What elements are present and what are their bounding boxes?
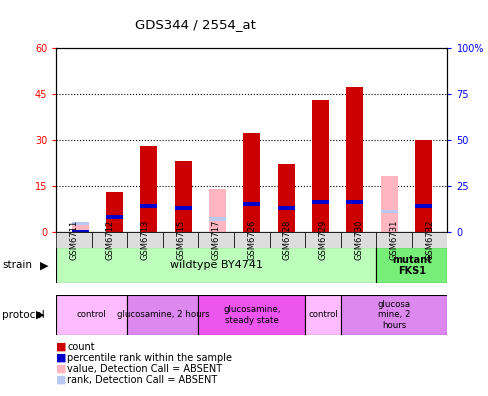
Text: glucosamine, 2 hours: glucosamine, 2 hours	[116, 310, 209, 319]
Bar	[106, 215, 123, 219]
Text: ▶: ▶	[36, 310, 44, 320]
Bar	[72, 221, 89, 225]
Text: ■: ■	[56, 375, 66, 385]
Text: GSM6732: GSM6732	[424, 219, 433, 260]
Text: GSM6729: GSM6729	[318, 219, 327, 260]
Text: GSM6712: GSM6712	[105, 219, 114, 260]
Text: GSM6726: GSM6726	[247, 219, 256, 260]
Text: GSM6731: GSM6731	[389, 219, 398, 260]
Text: GSM6730: GSM6730	[353, 219, 362, 260]
Text: percentile rank within the sample: percentile rank within the sample	[67, 352, 232, 363]
Text: value, Detection Call = ABSENT: value, Detection Call = ABSENT	[67, 364, 222, 374]
Bar	[340, 295, 447, 335]
Bar	[140, 204, 157, 208]
Bar	[106, 192, 123, 232]
Bar	[305, 295, 340, 335]
Bar	[127, 232, 163, 248]
Text: control: control	[307, 310, 337, 319]
Text: GSM6713: GSM6713	[141, 219, 149, 260]
Bar	[198, 295, 305, 335]
Bar	[72, 227, 89, 232]
Bar	[92, 232, 127, 248]
Text: control: control	[77, 310, 106, 319]
Bar	[277, 164, 294, 232]
Bar	[411, 232, 447, 248]
Text: rank, Detection Call = ABSENT: rank, Detection Call = ABSENT	[67, 375, 217, 385]
Bar	[414, 139, 431, 232]
Bar	[72, 224, 89, 232]
Bar	[346, 88, 363, 232]
Bar	[311, 200, 328, 204]
Bar	[174, 206, 191, 209]
Bar	[269, 232, 305, 248]
Text: GSM6717: GSM6717	[211, 219, 220, 260]
Bar	[380, 209, 397, 213]
Bar	[140, 146, 157, 232]
Bar	[305, 232, 340, 248]
Text: strain: strain	[2, 260, 32, 270]
Text: count: count	[67, 341, 95, 352]
Text: ■: ■	[56, 352, 66, 363]
Bar	[127, 295, 198, 335]
Bar	[311, 100, 328, 232]
Bar	[277, 206, 294, 209]
Text: GSM6711: GSM6711	[69, 219, 79, 260]
Bar	[234, 232, 269, 248]
Text: mutant
FKS1: mutant FKS1	[391, 255, 431, 276]
Bar	[198, 232, 234, 248]
Text: ■: ■	[56, 341, 66, 352]
Bar	[340, 232, 376, 248]
Bar	[208, 217, 225, 221]
Bar	[72, 230, 89, 234]
Bar	[414, 204, 431, 208]
Text: protocol: protocol	[2, 310, 45, 320]
Bar	[208, 188, 225, 232]
Bar	[376, 232, 411, 248]
Text: ■: ■	[56, 364, 66, 374]
Text: GSM6715: GSM6715	[176, 219, 185, 260]
Bar	[56, 295, 127, 335]
Bar	[163, 232, 198, 248]
Text: wildtype BY4741: wildtype BY4741	[169, 260, 262, 270]
Bar	[174, 161, 191, 232]
Text: GSM6728: GSM6728	[283, 219, 291, 260]
Bar	[380, 177, 397, 232]
Bar	[243, 133, 260, 232]
Text: GDS344 / 2554_at: GDS344 / 2554_at	[135, 18, 256, 31]
Text: glucosa
mine, 2
hours: glucosa mine, 2 hours	[377, 300, 410, 330]
Bar	[56, 248, 376, 283]
Text: glucosamine,
steady state: glucosamine, steady state	[223, 305, 280, 324]
Bar	[243, 202, 260, 206]
Text: ▶: ▶	[40, 260, 48, 270]
Bar	[346, 200, 363, 204]
Bar	[56, 232, 92, 248]
Bar	[376, 248, 447, 283]
